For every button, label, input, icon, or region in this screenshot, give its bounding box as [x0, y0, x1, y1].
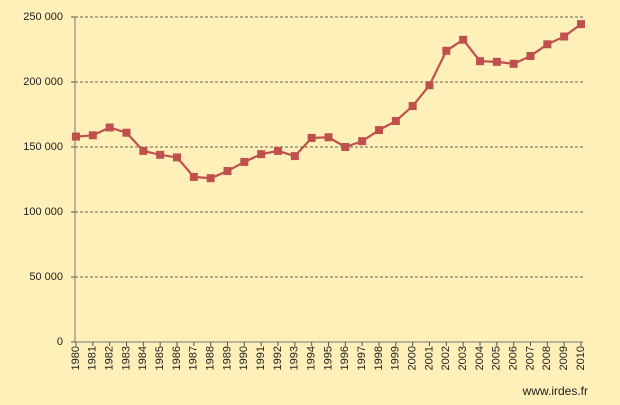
- marker: [139, 146, 148, 155]
- x-tick-label: 2008: [541, 346, 553, 370]
- x-tick-label: 2003: [457, 346, 469, 370]
- y-tick-label: 50 000: [29, 271, 63, 283]
- marker: [526, 52, 535, 60]
- x-tick-label: 1981: [87, 346, 99, 370]
- y-tick-label: 0: [57, 336, 63, 348]
- x-tick-label: 2006: [508, 346, 520, 370]
- x-tick-label: 1992: [272, 346, 284, 370]
- x-tick-label: 1983: [120, 346, 132, 370]
- x-tick-label: 1991: [255, 346, 267, 370]
- marker: [358, 137, 367, 146]
- x-tick-label: 2002: [440, 346, 452, 370]
- x-tick-label: 1982: [104, 346, 116, 370]
- x-tick-label: 1989: [221, 346, 233, 370]
- marker: [72, 132, 80, 141]
- y-tick-label: 100 000: [23, 206, 63, 218]
- marker: [560, 32, 569, 41]
- x-tick-label: 2004: [474, 346, 486, 370]
- marker: [257, 150, 266, 159]
- marker: [88, 131, 97, 140]
- x-tick-label: 1993: [289, 346, 301, 370]
- x-tick-label: 1988: [205, 346, 217, 370]
- x-tick-label: 2009: [558, 346, 570, 370]
- marker: [240, 157, 249, 166]
- marker: [274, 146, 282, 155]
- marker: [324, 133, 333, 142]
- marker: [543, 40, 552, 49]
- marker: [476, 57, 484, 66]
- marker: [577, 20, 585, 29]
- marker: [156, 150, 165, 159]
- marker: [105, 123, 114, 132]
- marker: [509, 59, 518, 68]
- marker: [173, 153, 181, 162]
- y-tick-label: 250 000: [23, 11, 63, 23]
- x-tick-label: 2007: [524, 346, 536, 370]
- x-tick-label: 2000: [407, 346, 419, 370]
- marker: [290, 152, 299, 161]
- x-tick-label: 1990: [238, 346, 250, 370]
- line: [75, 23, 582, 180]
- x-tick-label: 1987: [188, 346, 200, 370]
- marker: [408, 102, 417, 111]
- x-tick-label: 1996: [339, 346, 351, 370]
- x-tick-label: 1999: [390, 346, 402, 370]
- marker: [189, 172, 198, 181]
- x-tick-label: 1995: [322, 346, 334, 370]
- x-tick-label: 1984: [137, 346, 149, 370]
- x-tick-label: 1980: [70, 346, 82, 370]
- marker: [492, 57, 501, 66]
- x-tick-label: 1994: [306, 346, 318, 370]
- x-tick-label: 2001: [423, 346, 435, 370]
- source: www.irdes.fr: [522, 384, 588, 398]
- marker: [122, 128, 131, 137]
- x-tick-label: 2010: [575, 346, 587, 370]
- marker: [307, 133, 316, 142]
- marker: [341, 143, 350, 151]
- marker: [223, 167, 232, 176]
- x-tick-label: 1985: [154, 346, 166, 370]
- x-tick-label: 2005: [491, 346, 503, 370]
- x-tick-label: 1986: [171, 346, 183, 370]
- x-tick-label: 1997: [356, 346, 368, 370]
- marker: [459, 35, 468, 44]
- x-tick-label: 1998: [373, 346, 385, 370]
- marker: [425, 81, 434, 90]
- y-tick-label: 200 000: [23, 76, 63, 88]
- marker: [375, 126, 383, 135]
- marker: [391, 117, 400, 125]
- marker: [206, 174, 215, 183]
- marker: [442, 46, 451, 55]
- y-tick-label: 150 000: [23, 141, 63, 153]
